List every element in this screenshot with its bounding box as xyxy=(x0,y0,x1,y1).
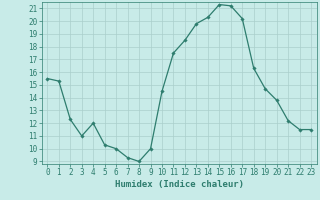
X-axis label: Humidex (Indice chaleur): Humidex (Indice chaleur) xyxy=(115,180,244,189)
